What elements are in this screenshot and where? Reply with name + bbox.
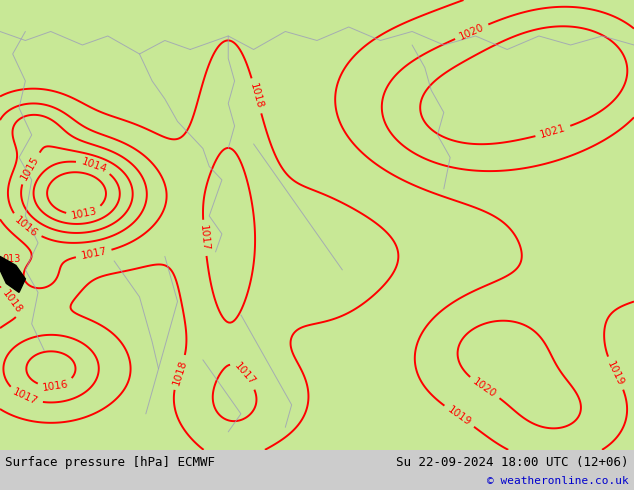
Text: 1019: 1019 — [446, 405, 473, 428]
Text: © weatheronline.co.uk: © weatheronline.co.uk — [487, 476, 629, 486]
Text: 1013: 1013 — [70, 206, 98, 221]
Text: 1014: 1014 — [80, 156, 108, 174]
Text: 1017: 1017 — [198, 224, 210, 251]
Text: 1019: 1019 — [605, 359, 626, 387]
Text: Su 22-09-2024 18:00 UTC (12+06): Su 22-09-2024 18:00 UTC (12+06) — [396, 456, 629, 469]
Text: 1017: 1017 — [80, 246, 108, 261]
Text: 1018: 1018 — [0, 289, 23, 316]
Text: 1015: 1015 — [19, 154, 41, 182]
Polygon shape — [0, 256, 25, 293]
Text: 1016: 1016 — [42, 379, 69, 393]
Text: 1020: 1020 — [458, 22, 486, 42]
Text: 1018: 1018 — [249, 82, 265, 110]
Text: 1017: 1017 — [232, 361, 257, 388]
Text: 1021: 1021 — [539, 123, 567, 140]
Text: 1018: 1018 — [171, 358, 188, 387]
Text: 1020: 1020 — [471, 376, 498, 399]
Text: 1016: 1016 — [13, 215, 39, 239]
Text: 1017: 1017 — [11, 387, 39, 407]
Text: Surface pressure [hPa] ECMWF: Surface pressure [hPa] ECMWF — [5, 456, 215, 469]
Text: 013: 013 — [2, 254, 20, 264]
